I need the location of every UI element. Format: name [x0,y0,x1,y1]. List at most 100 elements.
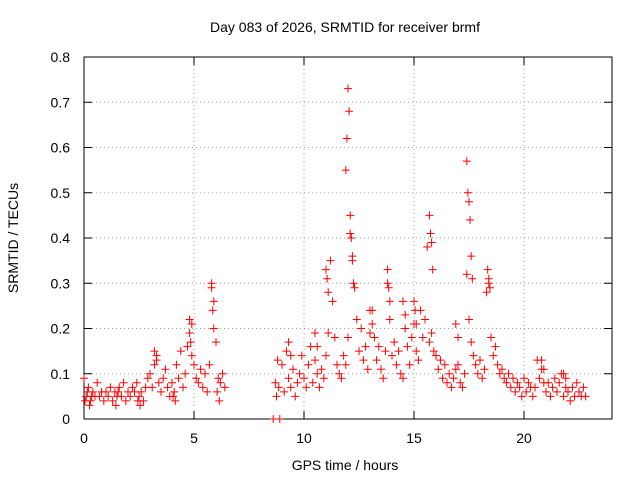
data-point [161,365,170,374]
data-point [185,315,194,324]
data-point [355,347,363,356]
data-point [363,365,372,374]
data-point [319,374,328,383]
data-point [190,360,198,369]
data-point [176,347,185,356]
data-point [350,283,359,292]
data-point [434,365,443,374]
y-tick-label: 0.7 [51,94,71,110]
data-point [119,378,128,387]
data-point [443,378,451,387]
data-point [374,342,383,351]
data-point [84,383,93,392]
data-point [99,396,108,405]
data-point [159,374,168,383]
data-point [203,387,212,396]
data-point [515,383,524,392]
data-point [428,265,437,274]
data-point [539,365,548,374]
data-point [137,387,146,396]
data-point [157,387,165,396]
data-point [401,310,410,319]
y-tick-label: 0.1 [51,366,71,382]
data-point [341,166,350,175]
data-point [460,369,469,378]
data-point [286,383,295,392]
data-point [293,378,302,387]
data-point [517,392,526,401]
data-point [308,378,317,387]
data-point [344,333,352,342]
data-point [579,383,588,392]
data-point [564,387,572,396]
data-point [427,329,436,338]
data-point [484,274,493,283]
data-point [192,374,201,383]
grid-lines [84,57,612,419]
data-point [438,374,447,383]
y-tick-label: 0 [62,411,70,427]
data-point [418,333,427,342]
data-point [274,383,283,392]
data-point [528,392,537,401]
data-point [546,392,555,401]
data-point [412,347,421,356]
data-point [83,387,92,396]
data-point [476,356,484,365]
data-point [535,374,544,383]
data-point [207,279,216,288]
x-tick-label: 15 [406,430,422,446]
data-point [300,374,308,383]
data-point [194,378,203,387]
data-point [427,238,436,247]
data-point [449,374,458,383]
data-point [348,256,357,265]
data-point [372,356,381,365]
data-point [445,369,454,378]
data-point [456,378,465,387]
data-point [394,347,403,356]
data-point [208,306,217,315]
data-point [150,347,159,356]
data-point [412,319,421,328]
data-point [284,338,293,347]
data-point [214,374,223,383]
y-tick-label: 0.8 [51,49,71,65]
data-point [111,401,120,410]
data-point [568,383,577,392]
data-point [524,378,533,387]
data-point [559,369,568,378]
data-point [411,306,420,315]
data-point [220,383,229,392]
data-point [401,324,410,333]
data-point [421,315,429,324]
data-point [344,84,352,93]
data-point [146,369,154,378]
data-point [198,383,207,392]
data-point [487,333,495,342]
data-point [429,347,438,356]
data-point [335,369,344,378]
data-point [426,229,435,238]
data-point [322,265,330,274]
data-point [491,342,500,351]
data-point [196,365,205,374]
data-point [520,374,528,383]
data-point [423,243,432,252]
data-point [392,360,401,369]
data-point [346,229,355,238]
data-point [432,351,440,360]
data-point [337,374,346,383]
data-point [85,401,94,410]
x-tick-label: 5 [190,430,198,446]
data-point [473,369,482,378]
data-point [315,383,324,392]
data-point [172,360,181,369]
data-point [385,315,394,324]
data-point [280,387,289,396]
data-point [509,374,517,383]
data-point [187,351,196,360]
data-point [482,288,491,297]
data-point [324,329,333,338]
